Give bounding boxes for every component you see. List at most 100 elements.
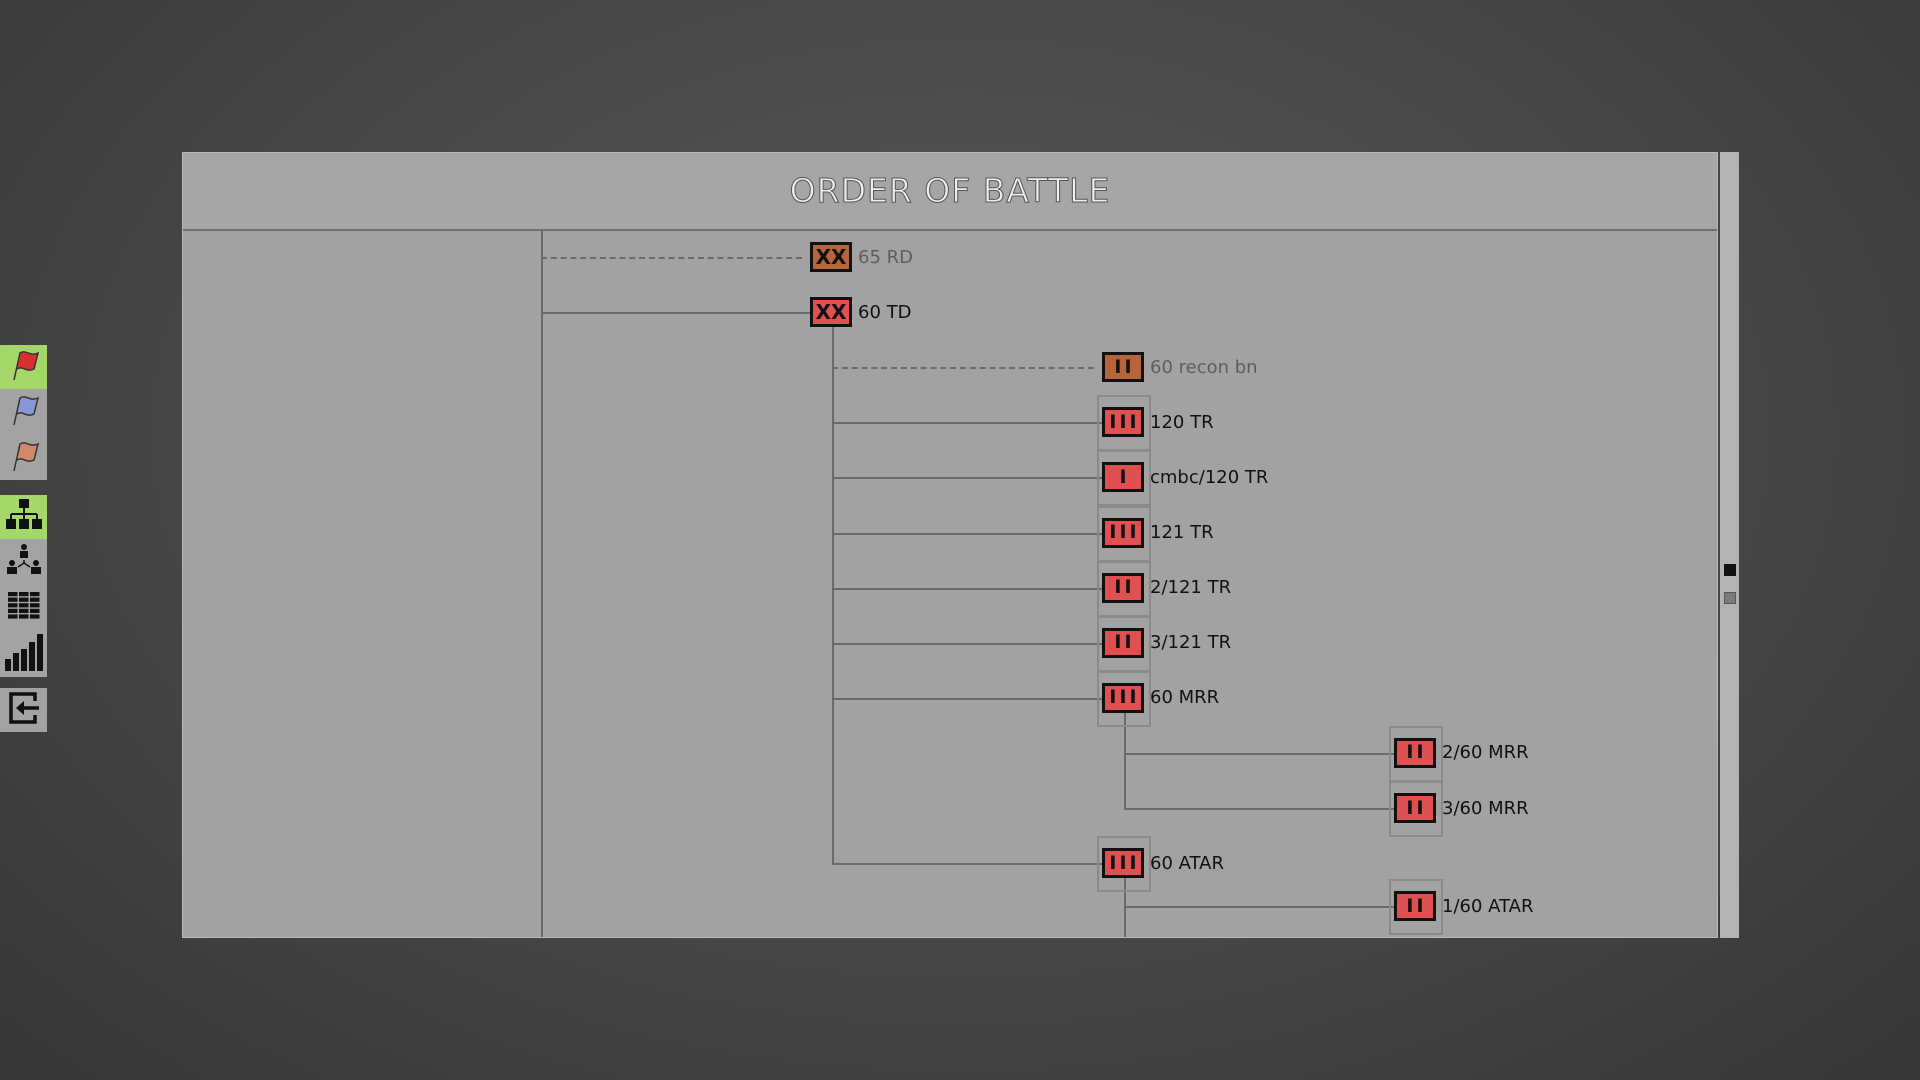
unit-frame [1097,615,1151,672]
unit-symbol-icon[interactable]: III [1102,407,1144,438]
echelon-marker: II [1406,894,1427,917]
unit-label: 65 RD [858,246,913,268]
bar-chart-icon [4,633,44,675]
unit-frame [1097,836,1151,893]
unit-label: 1/60 ATAR [1442,895,1534,917]
blue-flag-icon [6,392,42,432]
tree-connector [1124,906,1394,909]
unit-label: 60 ATAR [1150,852,1224,874]
unit-120-tr[interactable]: III 120 TR [1102,402,1214,442]
panel-header: ORDER OF BATTLE [183,153,1717,231]
unit-symbol-icon[interactable]: II [1394,793,1436,823]
tree-connector [832,642,1102,645]
unit-label: 60 TD [858,301,912,323]
unit-frame [1097,560,1151,617]
echelon-marker: XX [815,245,847,269]
unit-symbol-icon[interactable]: II [1102,627,1144,658]
unit-label: cmbc/120 TR [1150,466,1269,488]
sidebar-button-bar-chart[interactable] [0,630,47,677]
unit-frame [1389,725,1443,782]
sidebar-button-orange-flag[interactable] [0,435,47,480]
order-of-battle-panel: ORDER OF BATTLE XX 65 RD XX 60 TD II 60 recon… [182,152,1718,938]
unit-label: 121 TR [1150,522,1214,543]
unit-symbol-icon[interactable]: III [1102,682,1144,713]
scroll-marker[interactable] [1724,592,1736,604]
unit-2-121-tr[interactable]: II 2/121 TR [1102,568,1231,608]
unit-label: 60 recon bn [1150,356,1258,378]
unit-frame [1097,450,1151,507]
unit-label: 2/60 MRR [1442,742,1529,764]
unit-60-recon-bn[interactable]: II 60 recon bn [1102,347,1258,387]
personnel-hierarchy-icon [5,543,43,581]
tree-connector [832,697,1102,700]
unit-121-tr[interactable]: III 121 TR [1102,513,1214,553]
sidebar-button-table-grid[interactable] [0,585,47,630]
scroll-thumb[interactable] [1724,564,1736,576]
echelon-marker: I [1119,465,1130,488]
unit-label: 120 TR [1150,411,1214,433]
unit-60-mrr[interactable]: III 60 MRR [1102,678,1219,718]
echelon-marker: II [1114,355,1135,378]
echelon-marker: II [1406,796,1427,819]
echelon-marker: II [1114,576,1135,599]
sidebar-button-red-flag[interactable] [0,345,47,389]
page-title: ORDER OF BATTLE [789,171,1111,211]
echelon-marker: III [1109,686,1140,709]
echelon-marker: III [1109,851,1140,874]
unit-65-rd[interactable]: XX 65 RD [810,237,913,277]
unit-60-td[interactable]: XX 60 TD [810,292,911,332]
unit-3-121-tr[interactable]: II 3/121 TR [1102,623,1231,663]
unit-frame [1389,879,1443,936]
tree-connector [832,863,1102,866]
tree-branch-line [832,327,834,864]
unit-symbol-icon[interactable]: II [1394,891,1436,922]
unit-label: 3/121 TR [1150,632,1232,654]
echelon-marker: III [1109,410,1140,433]
tree-connector [832,587,1102,590]
tree-branch-line [1124,712,1126,808]
unit-symbol-icon[interactable]: XX [810,242,852,272]
red-flag-icon [6,347,42,387]
sidebar-button-blue-flag[interactable] [0,389,47,435]
echelon-marker: II [1114,631,1135,654]
tree-connector [1124,808,1394,810]
orange-flag-icon [6,438,42,478]
unit-3-60-mrr[interactable]: II 3/60 MRR [1394,788,1529,828]
tree-connector [832,532,1102,535]
unit-1-60-atar[interactable]: II 1/60 ATAR [1394,886,1533,926]
unit-symbol-icon[interactable]: II [1102,352,1144,383]
echelon-marker: XX [815,300,847,325]
echelon-marker: III [1109,521,1140,543]
org-chart-icon [5,498,43,536]
unit-label: 2/121 TR [1150,577,1232,599]
unit-symbol-icon[interactable]: III [1102,517,1144,548]
sidebar-button-personnel-hierarchy[interactable] [0,539,47,585]
unit-label: 60 MRR [1150,687,1220,709]
unit-symbol-icon[interactable]: III [1102,848,1144,879]
table-grid-icon [7,591,40,624]
echelon-marker: II [1406,741,1427,764]
tree-connector-dashed [541,257,802,259]
unit-symbol-icon[interactable]: XX [810,297,852,328]
unit-frame [1097,505,1151,562]
unit-symbol-icon[interactable]: I [1102,462,1144,493]
exit-icon [7,691,41,729]
tree-connector [541,312,810,315]
unit-frame [1097,395,1151,452]
unit-2-60-mrr[interactable]: II 2/60 MRR [1394,733,1529,773]
tree-connector [1124,752,1394,755]
unit-frame [1389,781,1443,837]
unit-label: 3/60 MRR [1442,797,1529,819]
tree-connector [832,422,1102,425]
unit-frame [1097,670,1151,727]
unit-60-atar[interactable]: III 60 ATAR [1102,843,1224,883]
sidebar-button-exit[interactable] [0,688,47,732]
unit-symbol-icon[interactable]: II [1394,737,1436,768]
tree-root-line [541,229,543,937]
scrollbar[interactable] [1720,152,1739,938]
sidebar-button-org-chart[interactable] [0,495,47,539]
tree-connector [832,477,1102,480]
tree-connector-dashed [832,367,1094,370]
unit-symbol-icon[interactable]: II [1102,572,1144,603]
